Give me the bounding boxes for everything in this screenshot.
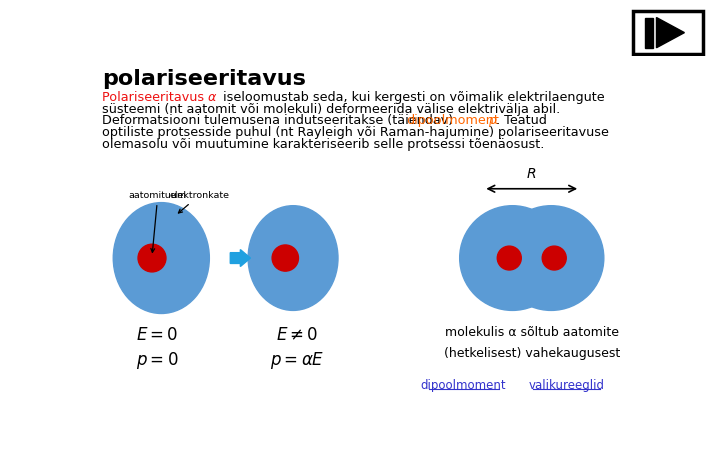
Text: α: α [208, 90, 216, 104]
Text: valikureeglid: valikureeglid [528, 379, 605, 392]
Circle shape [459, 206, 565, 310]
Circle shape [138, 244, 166, 272]
Text: iseloomustab seda, kui kergesti on võimalik elektrilaengute: iseloomustab seda, kui kergesti on võima… [220, 90, 605, 104]
Text: $p = 0$: $p = 0$ [136, 351, 179, 371]
Bar [645, 18, 654, 48]
Circle shape [272, 245, 299, 271]
Text: . Teatud: . Teatud [496, 114, 547, 127]
Text: elektronkate: elektronkate [169, 191, 229, 213]
Text: $E \neq 0$: $E \neq 0$ [276, 326, 318, 344]
Circle shape [498, 246, 521, 270]
Text: Polariseeritavus: Polariseeritavus [102, 90, 208, 104]
Text: molekulis α sõltub aatomite: molekulis α sõltub aatomite [445, 326, 618, 339]
Circle shape [542, 246, 566, 270]
Text: Deformatsiooni tulemusena indutseeritakse (täiendav): Deformatsiooni tulemusena indutseeritaks… [102, 114, 456, 127]
Polygon shape [657, 18, 685, 48]
Text: süsteemi (nt aatomit või molekuli) deformeerida välise elektrivälja abil.: süsteemi (nt aatomit või molekuli) defor… [102, 103, 560, 116]
Text: $p = \alpha E$: $p = \alpha E$ [270, 351, 324, 371]
Circle shape [498, 206, 604, 310]
Text: aatomituum: aatomituum [129, 191, 187, 252]
Text: dipoolmoment: dipoolmoment [420, 379, 506, 392]
Text: (hetkelisest) vahekaugusest: (hetkelisest) vahekaugusest [444, 346, 620, 360]
FancyArrow shape [230, 250, 251, 266]
Text: polariseeritavus: polariseeritavus [102, 69, 305, 90]
Text: R: R [527, 167, 536, 181]
FancyBboxPatch shape [633, 11, 703, 54]
Ellipse shape [113, 202, 210, 314]
Text: optiliste protsesside puhul (nt Rayleigh või Raman-hajumine) polariseeritavuse: optiliste protsesside puhul (nt Rayleigh… [102, 126, 608, 140]
Text: p: p [488, 114, 497, 127]
Text: dipoolmoment: dipoolmoment [406, 114, 499, 127]
Ellipse shape [248, 206, 338, 310]
Text: olemasolu või muutumine karakteriseerib selle protsessi tõenäosust.: olemasolu või muutumine karakteriseerib … [102, 138, 544, 151]
Text: $E = 0$: $E = 0$ [136, 326, 179, 344]
